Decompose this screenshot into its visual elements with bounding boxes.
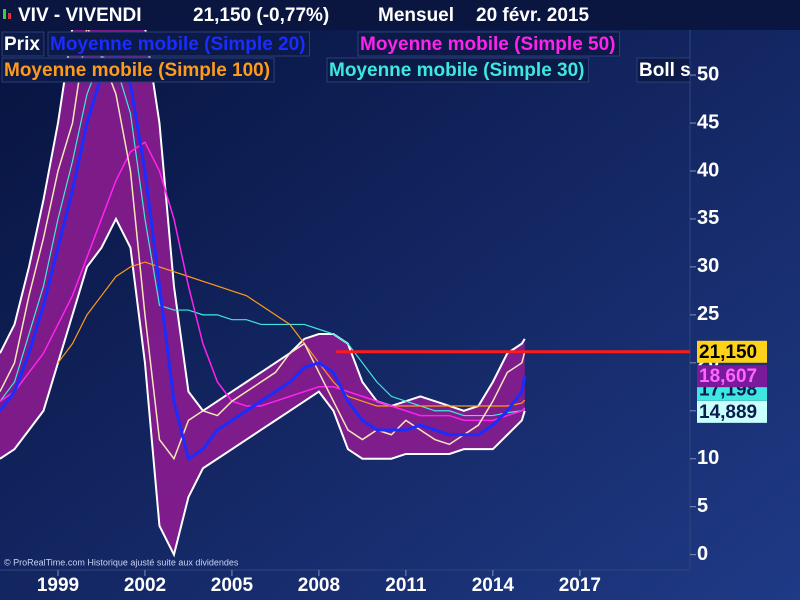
series-line <box>0 53 527 462</box>
legend-box <box>636 57 691 83</box>
price-tag <box>697 400 767 423</box>
icon <box>8 13 11 19</box>
series-line <box>0 141 526 422</box>
quote: 21,150 (-0,77%) <box>193 5 329 26</box>
footnote: © ProRealTime.com Historique ajusté suit… <box>4 557 239 567</box>
legend-label: Moyenne mobile (Simple 30) <box>329 60 585 81</box>
y-tick-label: 35 <box>697 207 719 229</box>
date: 20 févr. 2015 <box>476 5 589 26</box>
header-bar <box>0 0 800 30</box>
legend: Prix Moyenne mobile (Simple 20) Moyenne mo… <box>1 31 691 83</box>
price-tag <box>697 365 767 388</box>
y-tick-label: 45 <box>697 111 719 133</box>
price-tag-label: 14,889 <box>699 402 757 423</box>
series-line <box>0 54 526 417</box>
y-tick-label: 5 <box>697 495 708 517</box>
x-tick-label: 2017 <box>559 575 601 596</box>
axes: 0510152025303540455019992002200520082011… <box>37 63 767 596</box>
price-tag-label: 18,607 <box>699 366 757 387</box>
bollinger-band <box>0 30 525 555</box>
legend-box <box>357 31 620 57</box>
legend-label: Moyenne mobile (Simple 50) <box>360 34 616 55</box>
chart-title: VIV - VIVENDI <box>18 5 142 26</box>
price-tag-label: 21,150 <box>699 342 757 363</box>
y-tick-label: 0 <box>697 543 708 565</box>
price-tag <box>697 340 767 363</box>
x-tick-label: 2005 <box>211 575 254 596</box>
y-tick-label: 40 <box>697 159 719 181</box>
legend-box <box>1 57 275 83</box>
icon <box>3 9 6 19</box>
legend-box <box>47 31 310 57</box>
legend-label: Boll s <box>639 60 691 81</box>
period: Mensuel <box>378 5 454 26</box>
legend-box <box>1 31 45 57</box>
x-tick-label: 2008 <box>298 575 340 596</box>
x-tick-label: 2014 <box>472 575 515 596</box>
legend-box <box>326 57 589 83</box>
legend-label: Prix <box>4 34 40 55</box>
y-tick-label: 10 <box>697 447 719 469</box>
bollinger-lower <box>0 216 526 558</box>
legend-label: Moyenne mobile (Simple 20) <box>50 34 306 55</box>
x-tick-label: 2011 <box>385 575 427 596</box>
x-tick-label: 1999 <box>37 575 79 596</box>
y-tick-label: 25 <box>697 303 719 325</box>
x-tick-label: 2002 <box>124 575 166 596</box>
series-line <box>57 261 526 407</box>
bollinger-upper <box>0 30 526 413</box>
y-tick-label: 30 <box>697 255 719 277</box>
legend-label: Moyenne mobile (Simple 100) <box>4 60 270 81</box>
y-tick-label: 50 <box>697 63 719 85</box>
